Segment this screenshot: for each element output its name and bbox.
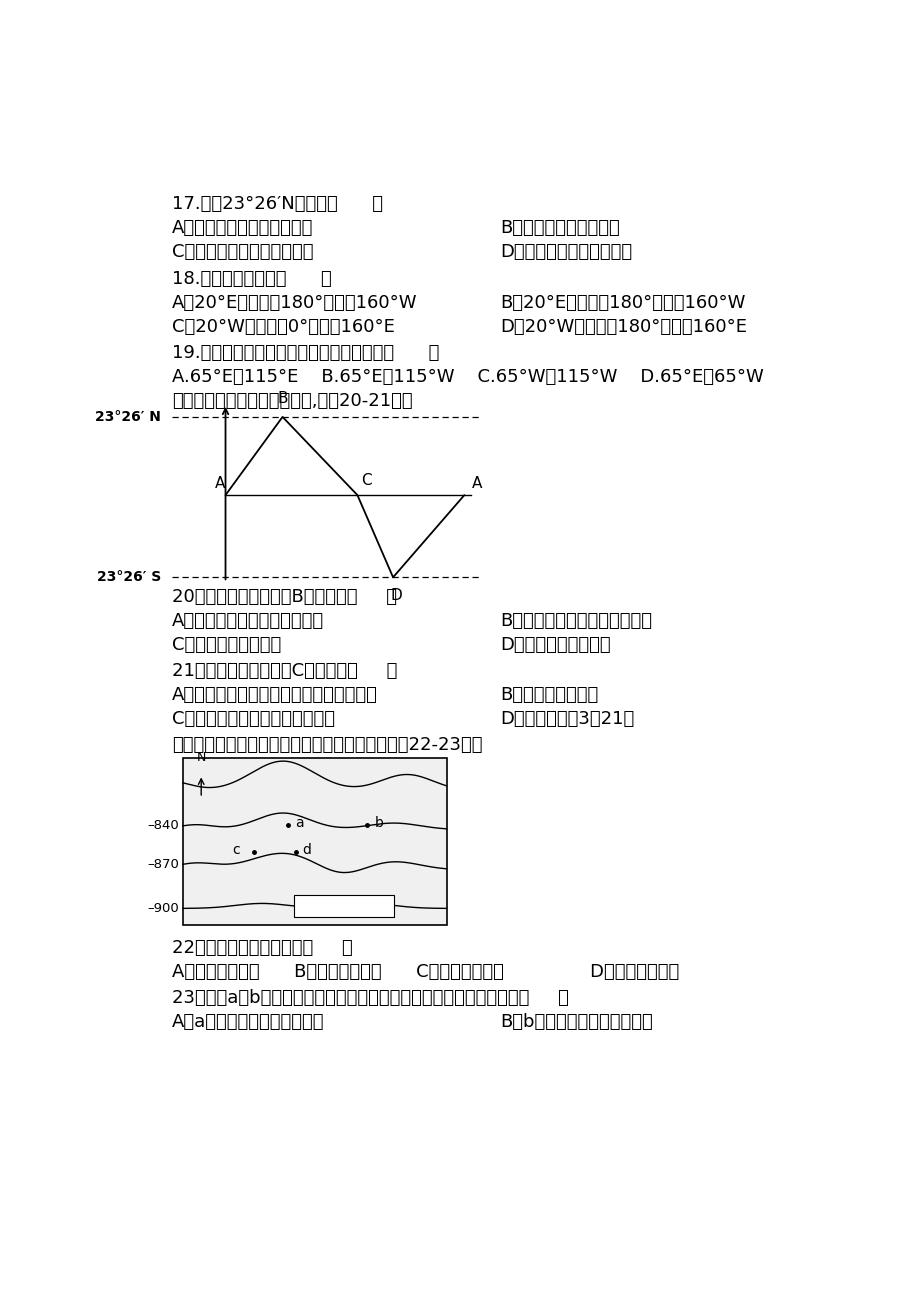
Text: B．北极圈出现极昼: B．北极圈出现极昼 [500,686,597,703]
Text: C．20°W向东，经0°经线到160°E: C．20°W向东，经0°经线到160°E [172,318,394,336]
Text: –840: –840 [147,819,179,832]
Text: D．20°W向西，经180°经线到160°E: D．20°W向西，经180°经线到160°E [500,318,746,336]
Text: 22．图中区域大部分位于（     ）: 22．图中区域大部分位于（ ） [172,939,352,957]
Text: B．高纬和中纬的分界线: B．高纬和中纬的分界线 [500,220,619,237]
Text: B．20°E向西，经180°经线到160°W: B．20°E向西，经180°经线到160°W [500,294,744,311]
Text: 读太阳直射点周年变化示意图,回答20-21题。: 读太阳直射点周年变化示意图,回答20-21题。 [172,392,413,410]
Text: 23°26′ N: 23°26′ N [96,410,161,424]
Text: B．此日后地球公转速度将变快: B．此日后地球公转速度将变快 [500,612,652,630]
Bar [293,896,393,917]
Text: 17.纬线23°26′N是划分（      ）: 17.纬线23°26′N是划分（ ） [172,195,382,214]
Text: 20．当太阳直射点位于B点这一天（     ）: 20．当太阳直射点位于B点这一天（ ） [172,589,397,607]
Text: a: a [295,816,303,829]
Text: d: d [301,842,311,857]
Text: 单位：km/h: 单位：km/h [314,900,372,913]
Text: B．b点地势低，自转线速度大: B．b点地势低，自转线速度大 [500,1013,652,1031]
Text: 此下图是地球表面自转线速度等值线分布图，回答22-23题。: 此下图是地球表面自转线速度等值线分布图，回答22-23题。 [172,736,482,754]
Text: b: b [374,816,383,829]
Text: 23°26′ S: 23°26′ S [97,570,161,585]
Text: A．a点地势高，自转线速度大: A．a点地势高，自转线速度大 [172,1013,324,1031]
Text: c: c [233,842,240,857]
Text: A: A [214,475,225,491]
Text: 18.东半球的范围是（      ）: 18.东半球的范围是（ ） [172,270,332,288]
Text: –900: –900 [147,902,179,915]
Text: 21．当太阳直射点位于C点这一天（     ）: 21．当太阳直射点位于C点这一天（ ） [172,661,397,680]
Text: B: B [277,392,288,406]
Text: C．此日后太阳直射点将向北移动: C．此日后太阳直射点将向北移动 [172,710,335,728]
Text: A: A [471,475,482,491]
Text: N: N [197,751,206,764]
Text: C．晨昏线与极圈相切: C．晨昏线与极圈相切 [172,637,281,655]
Text: A．北半球中纬度      B．北半球低纬度      C．南半球中纬度               D．南半球低纬度: A．北半球中纬度 B．北半球低纬度 C．南半球中纬度 D．南半球低纬度 [172,963,678,982]
Bar [183,758,446,926]
Text: A．北寒带和北温带的分界线: A．北寒带和北温带的分界线 [172,220,313,237]
Text: D．北温带和热带的分界线: D．北温带和热带的分界线 [500,243,631,262]
Text: A．我国大部分地区为白雪皑皑: A．我国大部分地区为白雪皑皑 [172,612,323,630]
Text: D: D [391,587,403,603]
Text: D．此时日期为3月21日: D．此时日期为3月21日 [500,710,633,728]
Text: C: C [360,473,371,487]
Text: 23．图中a、b两点纬度相同，但地球自转的线速度明显不同，原因是（     ）: 23．图中a、b两点纬度相同，但地球自转的线速度明显不同，原因是（ ） [172,990,568,1008]
Text: C．南半球和北半球的分界线: C．南半球和北半球的分界线 [172,243,313,262]
Text: 19.以下两条经线可以组成一个经线圈的是（      ）: 19.以下两条经线可以组成一个经线圈的是（ ） [172,344,439,362]
Text: D．晨昏线与经线重合: D．晨昏线与经线重合 [500,637,610,655]
Text: A.65°E和115°E    B.65°E和115°W    C.65°W和115°W    D.65°E和65°W: A.65°E和115°E B.65°E和115°W C.65°W和115°W D… [172,367,763,385]
Text: –870: –870 [147,858,179,871]
Text: A．北京、伦敦、莫斯科、新加坡昼夜平分: A．北京、伦敦、莫斯科、新加坡昼夜平分 [172,686,378,703]
Text: A．20°E向东，经180°经线到160°W: A．20°E向东，经180°经线到160°W [172,294,417,311]
